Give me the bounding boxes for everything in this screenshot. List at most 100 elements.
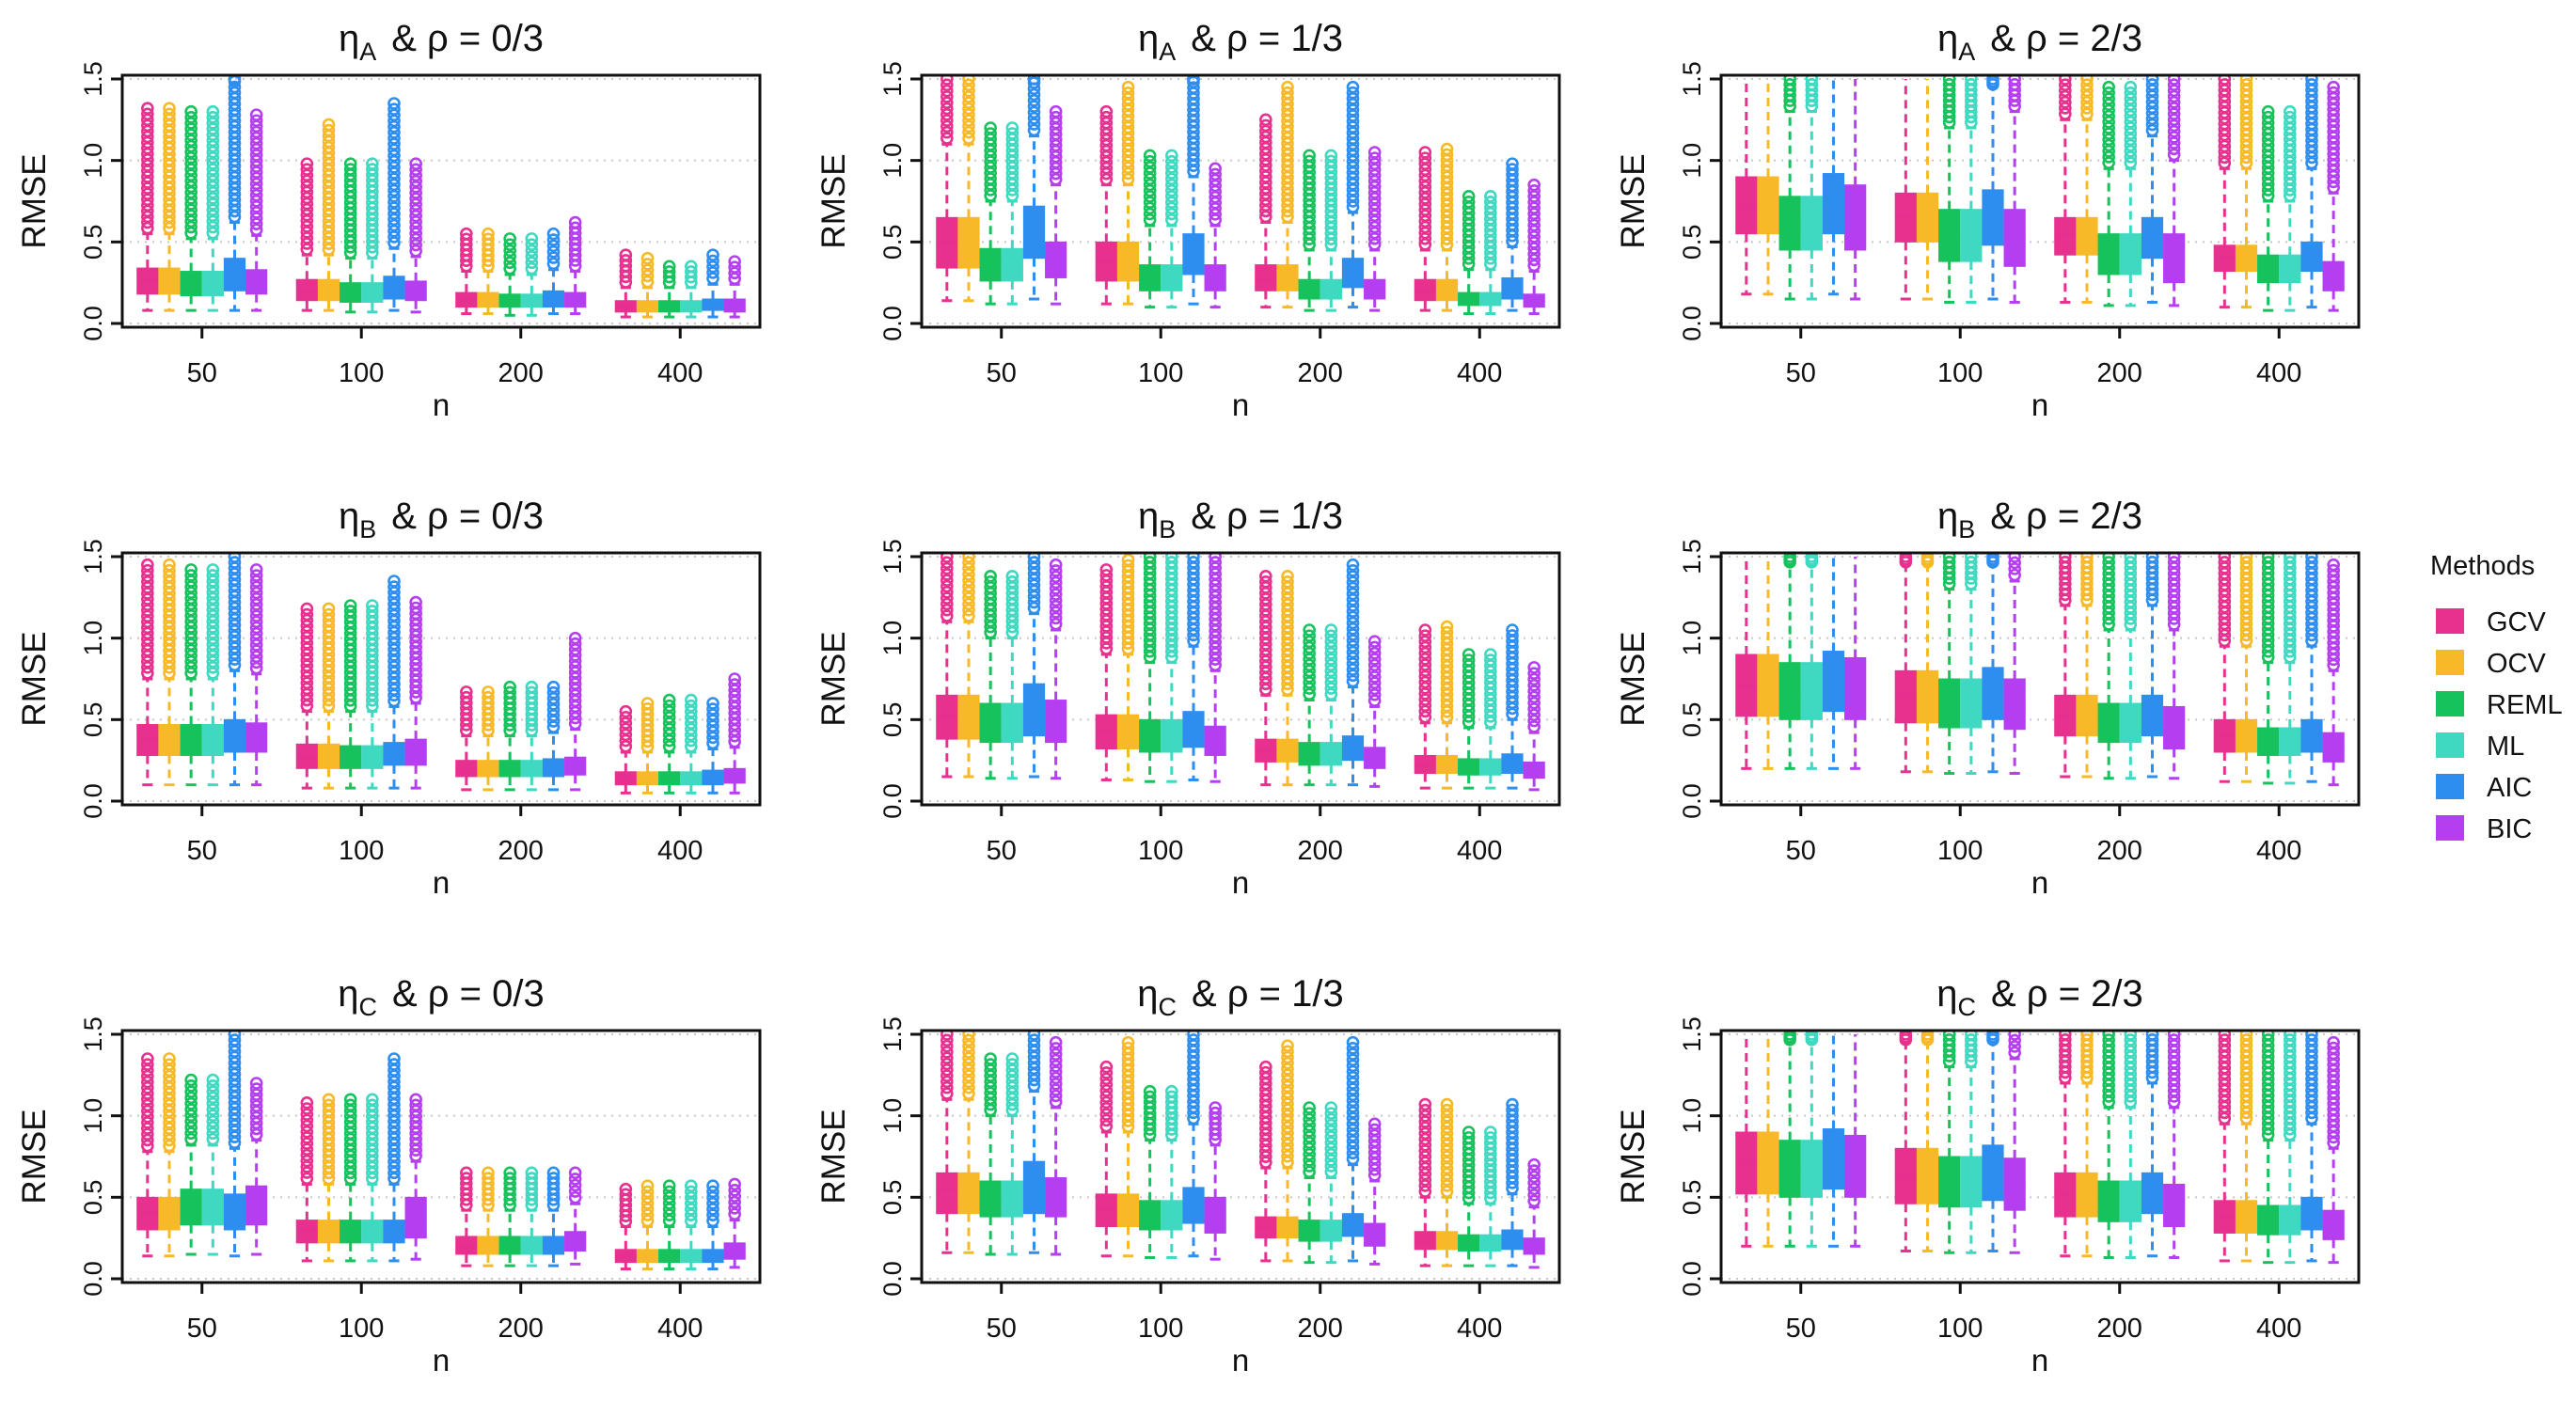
outlier-point	[1259, 569, 1272, 583]
outlier-point	[343, 605, 357, 618]
outlier-point	[1527, 702, 1541, 716]
box-aic-50	[1822, 557, 1845, 770]
outlier-point	[1143, 207, 1157, 221]
outlier-point	[503, 680, 516, 694]
box-bic-50	[245, 563, 268, 787]
box-aic-100	[383, 1052, 405, 1263]
outlier-point	[1346, 1059, 1360, 1073]
outlier-point	[460, 227, 473, 241]
outlier-point	[728, 678, 741, 691]
outlier-point	[1418, 1132, 1432, 1146]
outlier-point	[409, 197, 422, 212]
box-bic-100	[404, 595, 427, 790]
y-tick-label: 0.5	[79, 702, 107, 738]
outlier-point	[206, 1073, 220, 1087]
outlier-point	[1346, 1141, 1360, 1154]
box-gcv-200	[2054, 553, 2077, 779]
plot-frame	[920, 1029, 1561, 1284]
outlier-point	[322, 118, 336, 132]
box-bic-100	[2003, 75, 2026, 304]
y-axis-title: RMSE	[16, 1109, 53, 1204]
outlier-point	[460, 1172, 473, 1185]
box-gcv-200	[1255, 113, 1277, 309]
outlier-point	[962, 556, 975, 570]
box-gcv-100	[295, 602, 318, 790]
outlier-point	[2239, 553, 2253, 563]
box-gcv-200	[1255, 1060, 1277, 1263]
outlier-point	[1527, 1157, 1541, 1172]
outlier-point	[1143, 183, 1157, 197]
outlier-point	[984, 1052, 997, 1065]
box-bic-400	[1523, 661, 1545, 792]
outlier-point	[409, 215, 422, 228]
box-reml-200	[1298, 149, 1320, 312]
outlier-point	[228, 80, 242, 94]
outlier-point	[1143, 556, 1157, 569]
outlier-point	[1049, 558, 1063, 572]
outlier-point	[206, 1114, 220, 1128]
outlier-point	[1346, 1082, 1360, 1095]
outlier-point	[1346, 657, 1360, 670]
outlier-point	[1346, 1128, 1360, 1142]
outlier-point	[1920, 553, 1935, 563]
box-ml-200	[520, 232, 543, 317]
box-ocv-200	[1276, 80, 1299, 309]
outlier-point	[940, 119, 954, 134]
box-body	[1938, 209, 1961, 262]
outlier-point	[141, 1104, 154, 1118]
outlier-point	[2284, 1031, 2297, 1041]
outlier-point	[1346, 587, 1360, 601]
outlier-point	[503, 244, 516, 258]
outlier-point	[1259, 1065, 1272, 1079]
box-body	[1982, 189, 2004, 246]
box-gcv-100	[1894, 79, 1917, 301]
outlier-point	[1965, 555, 1978, 569]
outlier-point	[300, 1125, 314, 1139]
data-marks	[1735, 1031, 2345, 1265]
box-bic-50	[245, 108, 268, 312]
y-tick-label: 1.5	[1678, 61, 1706, 97]
outlier-point	[1346, 1111, 1360, 1125]
outlier-point	[1099, 563, 1114, 576]
data-marks	[936, 1031, 1545, 1269]
outlier-point	[387, 196, 401, 209]
box-reml-100	[340, 599, 362, 790]
outlier-point	[619, 254, 633, 267]
outlier-point	[962, 591, 975, 605]
outlier-point	[1506, 157, 1519, 170]
box-gcv-50	[136, 1052, 159, 1258]
outlier-point	[1965, 77, 1978, 91]
box-reml-400	[658, 1179, 681, 1271]
outlier-point	[1281, 1074, 1294, 1088]
box-ml-200	[1320, 149, 1342, 312]
y-tick-label: 0.5	[878, 225, 907, 260]
box-ocv-100	[1116, 1035, 1140, 1258]
outlier-point	[1346, 1099, 1360, 1113]
outlier-point	[962, 125, 975, 139]
outlier-point	[1281, 1103, 1294, 1117]
outlier-point	[940, 1063, 954, 1077]
box-bic-200	[1364, 146, 1386, 312]
outlier-point	[1440, 1156, 1454, 1170]
outlier-point	[2124, 98, 2138, 112]
box-bic-50	[1844, 79, 1867, 301]
box-reml-100	[1938, 1031, 1961, 1254]
plot-frame	[120, 551, 762, 807]
outlier-point	[1440, 1103, 1454, 1117]
outlier-point	[249, 650, 263, 664]
outlier-point	[2327, 1035, 2340, 1049]
outlier-point	[1484, 648, 1497, 661]
outlier-point	[228, 553, 242, 563]
outlier-point	[387, 1052, 401, 1065]
outlier-point	[1418, 646, 1432, 660]
box-gcv-50	[1735, 557, 1758, 770]
outlier-point	[2124, 150, 2138, 164]
outlier-point	[1049, 1060, 1063, 1073]
box-reml-50	[180, 563, 202, 787]
outlier-point	[1303, 682, 1316, 695]
outlier-point	[940, 556, 954, 570]
outlier-point	[300, 602, 314, 616]
outlier-point	[1005, 1058, 1019, 1071]
outlier-point	[1259, 575, 1272, 589]
outlier-point	[2008, 1040, 2021, 1053]
